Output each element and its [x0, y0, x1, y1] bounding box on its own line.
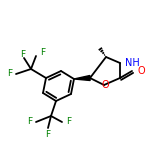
Text: O: O [137, 66, 145, 76]
Text: F: F [66, 117, 71, 126]
Text: NH: NH [125, 58, 140, 68]
Text: F: F [40, 48, 45, 57]
Text: F: F [7, 69, 12, 78]
Text: F: F [27, 117, 32, 126]
Text: F: F [45, 130, 51, 139]
Text: O: O [101, 80, 109, 90]
Polygon shape [74, 76, 90, 81]
Text: F: F [20, 50, 26, 59]
